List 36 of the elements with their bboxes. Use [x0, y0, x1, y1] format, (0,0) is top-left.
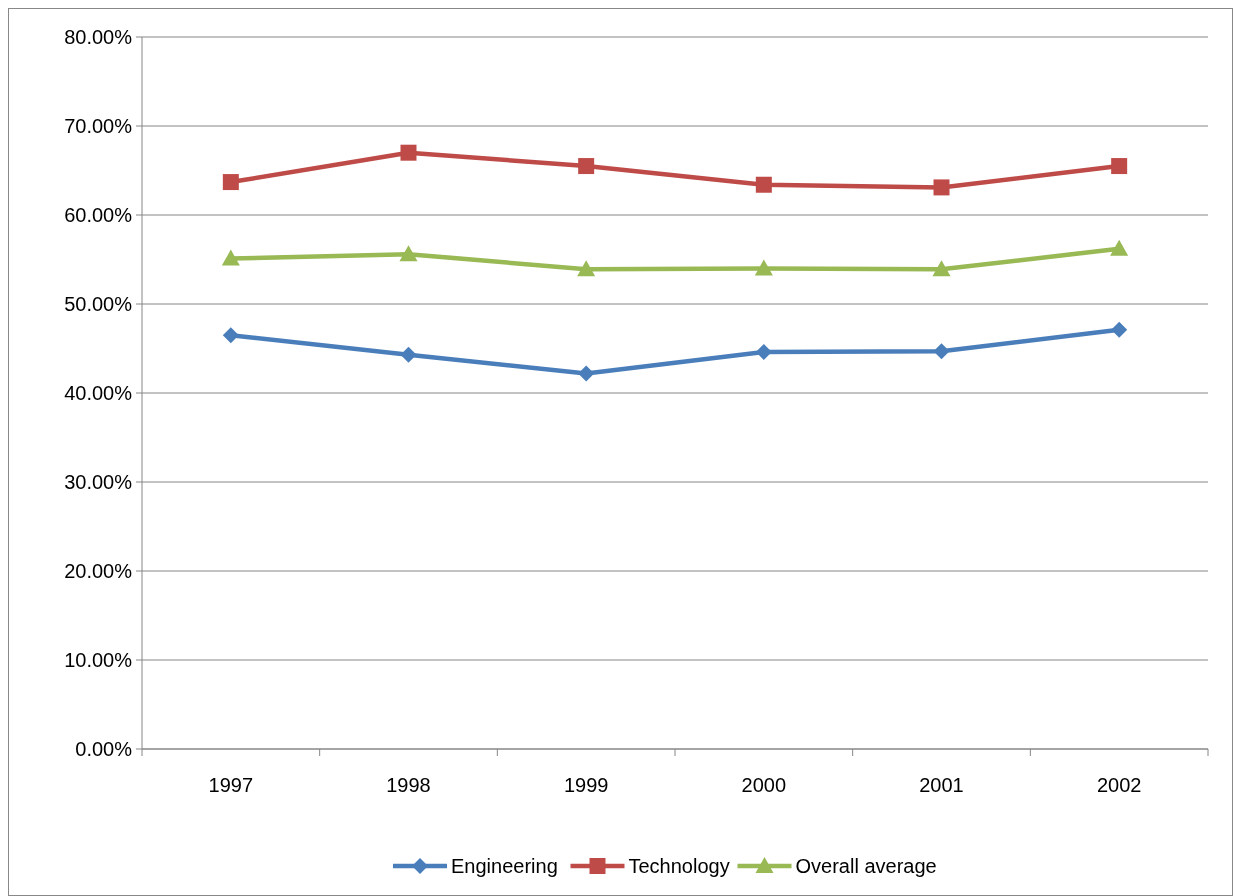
point	[1111, 321, 1128, 338]
point	[933, 343, 950, 360]
point	[400, 144, 417, 161]
point	[933, 179, 950, 196]
y-tick-label: 60.00%	[64, 204, 133, 226]
point	[1111, 158, 1128, 175]
point	[578, 158, 595, 175]
legend-label: Engineering	[451, 855, 558, 877]
point	[399, 245, 418, 262]
y-tick-label: 80.00%	[64, 26, 133, 48]
x-tick-label: 1997	[208, 774, 254, 796]
point	[578, 365, 595, 382]
y-tick-label: 50.00%	[64, 293, 133, 315]
point	[577, 260, 596, 277]
point	[754, 259, 773, 276]
point	[222, 174, 239, 191]
point	[221, 249, 240, 266]
point	[1110, 239, 1129, 256]
y-tick-label: 30.00%	[64, 471, 133, 493]
y-tick-label: 70.00%	[64, 115, 133, 137]
point	[400, 346, 417, 363]
x-tick-label: 1999	[563, 774, 609, 796]
y-tick-label: 20.00%	[64, 560, 133, 582]
y-tick-label: 10.00%	[64, 649, 133, 671]
point	[755, 344, 772, 361]
y-tick-label: 40.00%	[64, 382, 133, 404]
point	[932, 260, 951, 277]
x-tick-label: 2002	[1096, 774, 1142, 796]
y-tick-label: 0.00%	[75, 738, 133, 760]
x-tick-label: 2000	[741, 774, 787, 796]
x-tick-label: 1998	[386, 774, 431, 796]
point	[222, 327, 239, 344]
point	[755, 176, 772, 193]
legend-label: Overall average	[795, 855, 937, 877]
x-tick-label: 2001	[919, 774, 964, 796]
legend-label: Technology	[628, 855, 730, 877]
